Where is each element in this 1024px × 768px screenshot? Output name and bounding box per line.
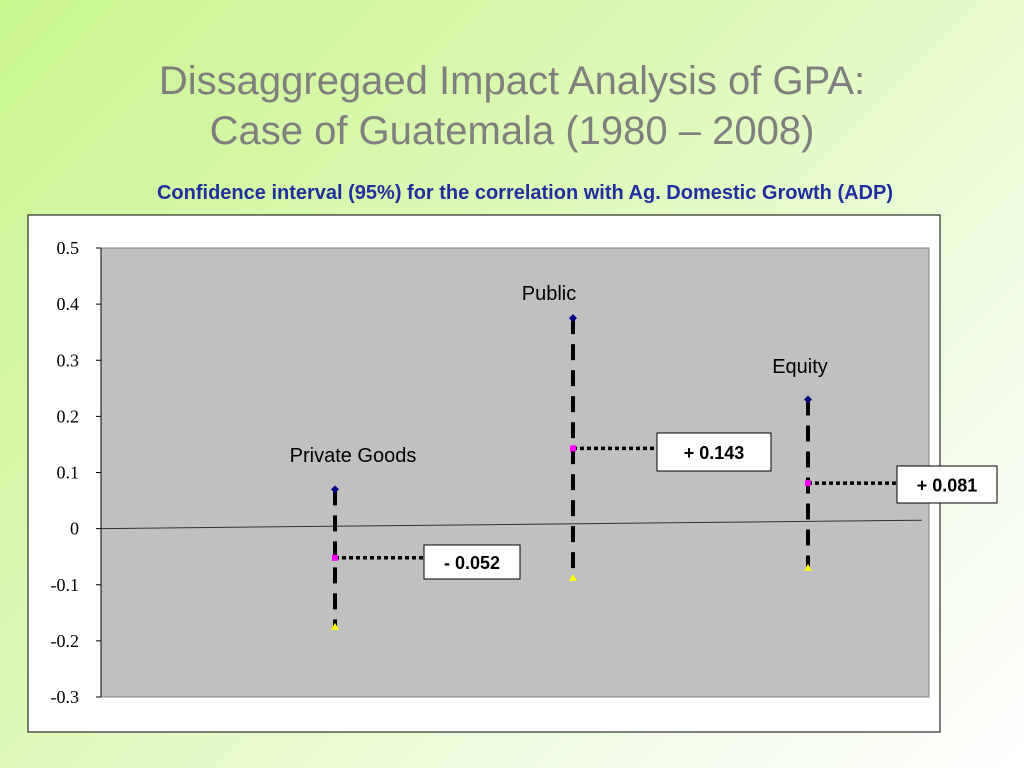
lower-bound-marker [331, 622, 339, 630]
y-tick-label: 0.5 [57, 238, 80, 258]
y-tick-label: 0 [70, 519, 79, 539]
title-line-2: Case of Guatemala (1980 – 2008) [209, 109, 815, 153]
category-label: Private Goods [290, 445, 417, 467]
value-label-box [896, 465, 998, 504]
y-tick-label: 0.3 [57, 350, 80, 370]
reference-line [100, 519, 923, 530]
y-tick-label: -0.2 [51, 631, 80, 651]
value-label: - 0.052 [444, 553, 500, 573]
lower-bound-marker [804, 563, 812, 571]
upper-bound-marker [804, 395, 812, 404]
y-tick-label: 0.1 [57, 463, 80, 483]
title-line-1: Dissaggregaed Impact Analysis of GPA: [158, 59, 866, 103]
estimate-marker [570, 445, 576, 452]
lower-bound-marker [569, 574, 577, 582]
estimate-marker [805, 480, 811, 487]
y-tick-label: -0.1 [51, 575, 80, 595]
chart-subtitle: Confidence interval (95%) for the correl… [156, 182, 893, 204]
upper-bound-marker [569, 314, 577, 323]
estimate-marker [332, 554, 338, 561]
plot-area [100, 247, 930, 698]
category-label: Public [522, 283, 576, 305]
category-label: Equity [772, 356, 828, 378]
y-axis-ticks: 0.5 0.4 0.3 0.2 0.1 0 -0.1 -0.2 -0.3 [51, 238, 101, 707]
value-label-box [656, 432, 772, 472]
value-label: + 0.143 [684, 443, 745, 463]
value-label: + 0.081 [917, 476, 978, 496]
y-tick-label: -0.3 [51, 687, 80, 707]
slide-title: Dissaggregaed Impact Analysis of GPA: Ca… [0, 56, 1024, 156]
confidence-intervals [100, 314, 923, 630]
upper-bound-marker [331, 485, 339, 494]
y-tick-label: 0.2 [57, 406, 80, 426]
value-label-box [423, 544, 521, 580]
y-tick-label: 0.4 [57, 294, 80, 314]
value-labels: Private Goods - 0.052 Public + 0.143 Equity +… [290, 283, 998, 580]
